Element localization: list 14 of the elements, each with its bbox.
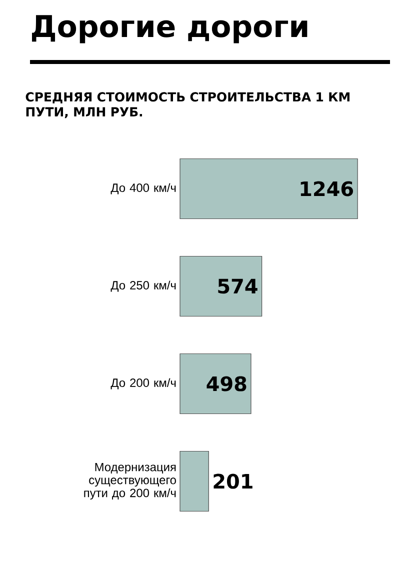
y-tick-label: Модернизация существующего пути до 200 км/ч	[84, 462, 176, 500]
bar	[180, 353, 252, 414]
bar	[180, 256, 262, 317]
data-label: 201	[214, 474, 252, 489]
y-tick-label: До 250 км/ч	[110, 280, 176, 292]
data-label: 574	[218, 278, 258, 294]
chart-subtitle: СРЕДНЯЯ СТОИМОСТЬ СТРОИТЕЛЬСТВА 1 КМ ПУТИ, МЛН РУБ.	[26, 92, 350, 118]
y-tick-label: До 400 км/ч	[110, 183, 176, 194]
bar	[180, 158, 358, 220]
data-label: 1246	[300, 181, 353, 196]
bar	[180, 450, 209, 512]
data-label: 498	[206, 376, 246, 392]
chart-title: Дорогие дороги	[32, 15, 308, 44]
y-tick-label: До 200 км/ч	[110, 378, 176, 390]
